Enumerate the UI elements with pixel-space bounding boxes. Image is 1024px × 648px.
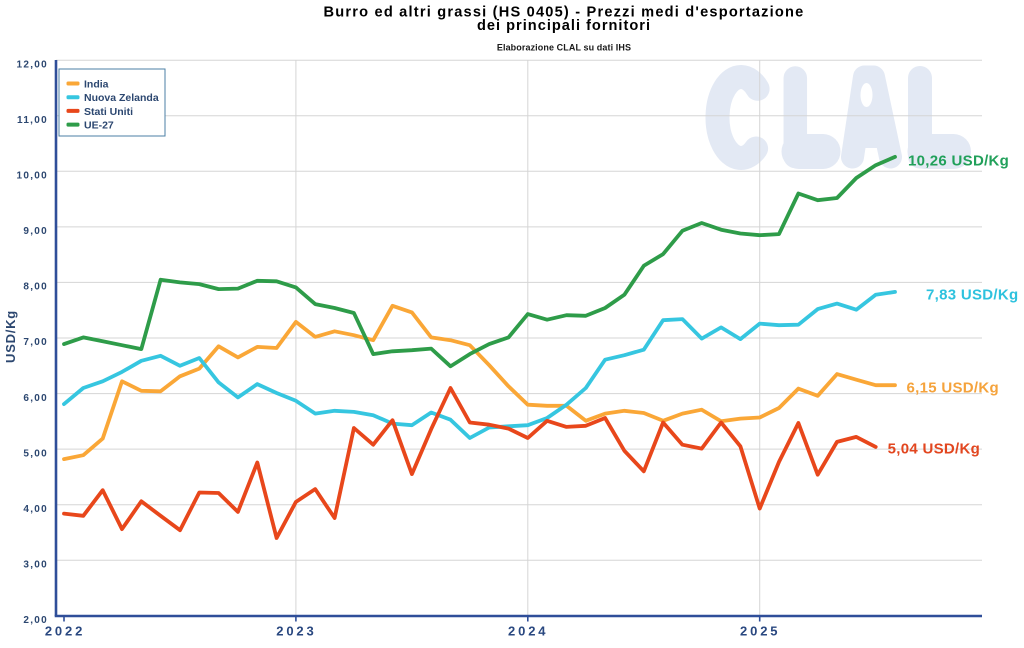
svg-text:4,00: 4,00 — [23, 504, 48, 515]
svg-text:5,04 USD/Kg: 5,04 USD/Kg — [888, 440, 981, 457]
svg-text:2023: 2023 — [276, 624, 316, 639]
svg-text:2025: 2025 — [740, 624, 780, 639]
svg-text:3,00: 3,00 — [23, 559, 48, 570]
svg-text:7,83 USD/Kg: 7,83 USD/Kg — [926, 286, 1019, 303]
svg-text:dei principali fornitori: dei principali fornitori — [477, 18, 651, 34]
svg-text:2,00: 2,00 — [23, 615, 48, 626]
svg-text:Burro ed altri grassi (HS 0405: Burro ed altri grassi (HS 0405) - Prezzi… — [324, 5, 805, 21]
svg-text:11,00: 11,00 — [17, 115, 48, 126]
svg-text:Nuova Zelanda: Nuova Zelanda — [84, 92, 159, 104]
svg-text:2022: 2022 — [45, 624, 85, 639]
svg-text:10,26 USD/Kg: 10,26 USD/Kg — [908, 152, 1009, 169]
svg-text:6,00: 6,00 — [23, 393, 48, 404]
svg-text:5,00: 5,00 — [23, 448, 48, 459]
svg-text:8,00: 8,00 — [23, 282, 48, 293]
svg-text:2024: 2024 — [508, 624, 548, 639]
svg-text:9,00: 9,00 — [23, 226, 48, 237]
svg-text:10,00: 10,00 — [16, 171, 48, 182]
svg-text:USD/Kg: USD/Kg — [3, 310, 18, 363]
svg-text:Stati Uniti: Stati Uniti — [84, 106, 133, 118]
svg-text:India: India — [84, 79, 109, 91]
svg-text:6,15 USD/Kg: 6,15 USD/Kg — [907, 379, 1000, 396]
svg-text:Elaborazione CLAL su dati IHS: Elaborazione CLAL su dati IHS — [497, 43, 631, 53]
svg-text:7,00: 7,00 — [23, 337, 48, 348]
svg-text:12,00: 12,00 — [16, 59, 48, 70]
svg-text:UE-27: UE-27 — [84, 120, 114, 132]
